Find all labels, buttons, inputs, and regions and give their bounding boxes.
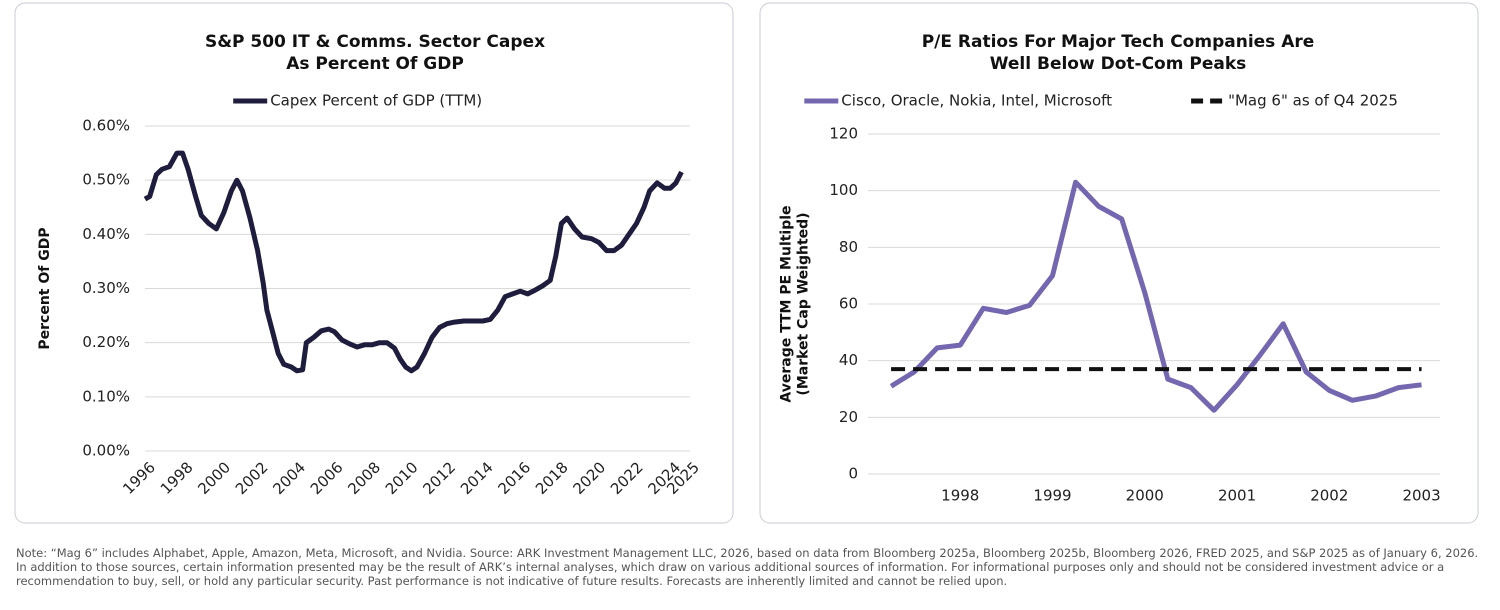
y-tick-label: 0 — [848, 465, 858, 483]
chart-title: As Percent Of GDP — [286, 54, 464, 74]
panel — [14, 2, 734, 524]
data-line — [143, 150, 684, 374]
y-tick-label: 80 — [839, 238, 858, 256]
x-tick-label: 2014 — [457, 458, 497, 498]
y-axis-label: (Market Cap Weighted) — [796, 212, 812, 395]
x-tick-label: 2012 — [419, 458, 459, 498]
x-tick-label: 2002 — [1310, 487, 1348, 505]
y-tick-label: 0.10% — [82, 387, 130, 405]
legend-label: Capex Percent of GDP (TTM) — [270, 92, 482, 110]
y-tick-label: 20 — [839, 408, 858, 426]
chart-title: P/E Ratios For Major Tech Companies Are — [922, 32, 1315, 52]
x-tick-label: 1999 — [1033, 487, 1071, 505]
x-tick-label: 2003 — [1402, 487, 1440, 505]
x-tick-label: 2010 — [382, 458, 422, 498]
x-tick-label: 2016 — [494, 458, 534, 498]
x-tick-label: 1998 — [941, 487, 979, 505]
y-axis-label: Average TTM PE Multiple — [779, 205, 795, 402]
y-tick-label: 100 — [829, 181, 858, 199]
panel — [759, 2, 1479, 524]
x-tick-label: 2022 — [607, 458, 647, 498]
legend-label: "Mag 6" as of Q4 2025 — [1228, 92, 1398, 110]
y-tick-label: 0.60% — [82, 117, 130, 135]
y-tick-label: 40 — [839, 351, 858, 369]
y-tick-label: 0.50% — [82, 171, 130, 189]
data-line — [889, 179, 1422, 413]
y-axis-label: Percent Of GDP — [37, 227, 53, 349]
legend-label: Cisco, Oracle, Nokia, Intel, Microsoft — [841, 92, 1112, 110]
y-tick-label: 0.00% — [82, 442, 130, 460]
x-tick-label: 2002 — [232, 458, 272, 498]
y-tick-label: 0.40% — [82, 225, 130, 243]
chart-title: Well Below Dot-Com Peaks — [990, 54, 1247, 74]
y-tick-label: 0.20% — [82, 333, 130, 351]
x-tick-label: 2001 — [1218, 487, 1256, 505]
x-tick-label: 2000 — [194, 458, 234, 498]
x-tick-label: 2004 — [269, 458, 309, 498]
chart-title: S&P 500 IT & Comms. Sector Capex — [205, 32, 545, 52]
y-tick-label: 120 — [829, 125, 858, 143]
x-tick-label: 2020 — [569, 458, 609, 498]
x-tick-label: 2000 — [1126, 487, 1164, 505]
y-tick-label: 60 — [839, 295, 858, 313]
x-tick-label: 1998 — [157, 458, 197, 498]
y-tick-label: 0.30% — [82, 279, 130, 297]
x-tick-label: 2006 — [307, 458, 347, 498]
footnote: Note: “Mag 6” includes Alphabet, Apple, … — [16, 546, 1479, 588]
x-tick-label: 1996 — [119, 458, 159, 498]
x-tick-label: 2018 — [532, 458, 572, 498]
x-tick-label: 2008 — [344, 458, 384, 498]
